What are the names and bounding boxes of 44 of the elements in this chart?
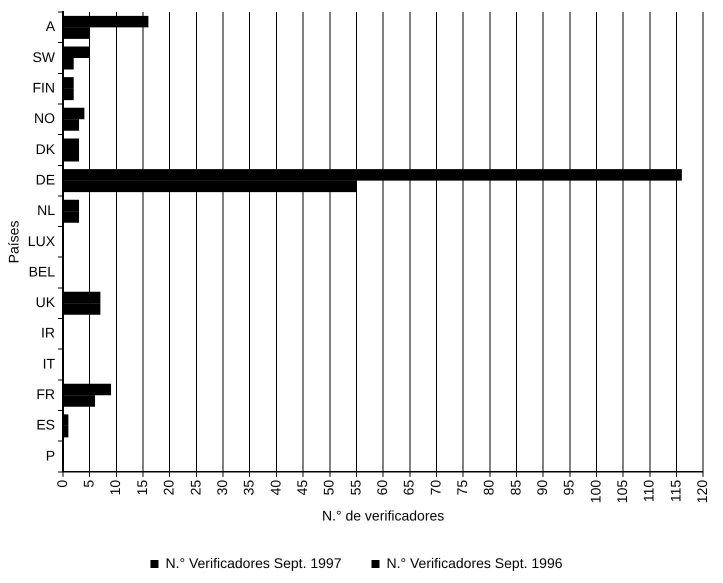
y-tick-label: UK <box>36 294 56 310</box>
x-tick-label: 105 <box>614 480 630 504</box>
y-tick-label: FR <box>36 386 56 402</box>
x-tick-label: 10 <box>107 480 124 496</box>
x-tick-label: 35 <box>240 480 257 496</box>
y-tick-label: DE <box>36 171 56 188</box>
x-tick-label: 80 <box>480 480 497 496</box>
legend-label: N.° Verificadores Sept. 1996 <box>386 554 563 571</box>
x-tick-label: 115 <box>667 480 684 502</box>
y-axis-title: Países <box>5 220 22 264</box>
x-tick-label: 60 <box>374 480 390 496</box>
x-tick-label: 65 <box>400 480 417 496</box>
x-axis-title: N.° de verificadores <box>322 507 444 524</box>
y-tick-label: NL <box>37 202 56 218</box>
x-tick-label: 75 <box>454 480 470 496</box>
y-tick-label: A <box>46 18 56 34</box>
x-tick-label: 95 <box>560 480 577 496</box>
y-tick-label: P <box>46 447 56 464</box>
x-tick-label: 30 <box>214 480 230 496</box>
y-tick-label: SW <box>32 48 56 65</box>
x-tick-label: 20 <box>160 480 177 496</box>
x-tick-label: 90 <box>534 480 550 496</box>
x-tick-label: 55 <box>347 480 364 496</box>
x-tick-label: 85 <box>507 480 524 496</box>
y-tick-label: NO <box>34 110 56 126</box>
x-tick-label: 5 <box>80 480 97 488</box>
y-tick-label: ES <box>36 416 56 433</box>
x-tick-label: 45 <box>294 480 310 496</box>
y-tick-label: BEL <box>28 263 56 280</box>
x-tick-label: 120 <box>694 480 710 504</box>
x-tick-label: 25 <box>187 480 204 496</box>
y-tick-label: IR <box>41 324 56 341</box>
y-tick-label: DK <box>36 140 56 157</box>
x-tick-label: 70 <box>427 480 444 496</box>
legend-label: N.° Verificadores Sept. 1997 <box>165 554 342 571</box>
x-tick-label: 100 <box>587 480 604 504</box>
x-tick-label: 50 <box>320 480 337 496</box>
y-tick-label: IT <box>42 355 56 372</box>
x-tick-label: 40 <box>267 480 284 496</box>
y-tick-label: FIN <box>32 80 56 96</box>
y-tick-label: LUX <box>28 232 56 249</box>
x-tick-label: 15 <box>134 480 150 496</box>
x-tick-label: 110 <box>640 480 657 502</box>
x-tick-label: 0 <box>54 480 70 488</box>
